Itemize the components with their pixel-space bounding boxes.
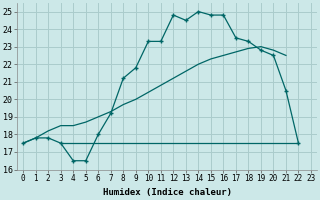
X-axis label: Humidex (Indice chaleur): Humidex (Indice chaleur)	[103, 188, 232, 197]
